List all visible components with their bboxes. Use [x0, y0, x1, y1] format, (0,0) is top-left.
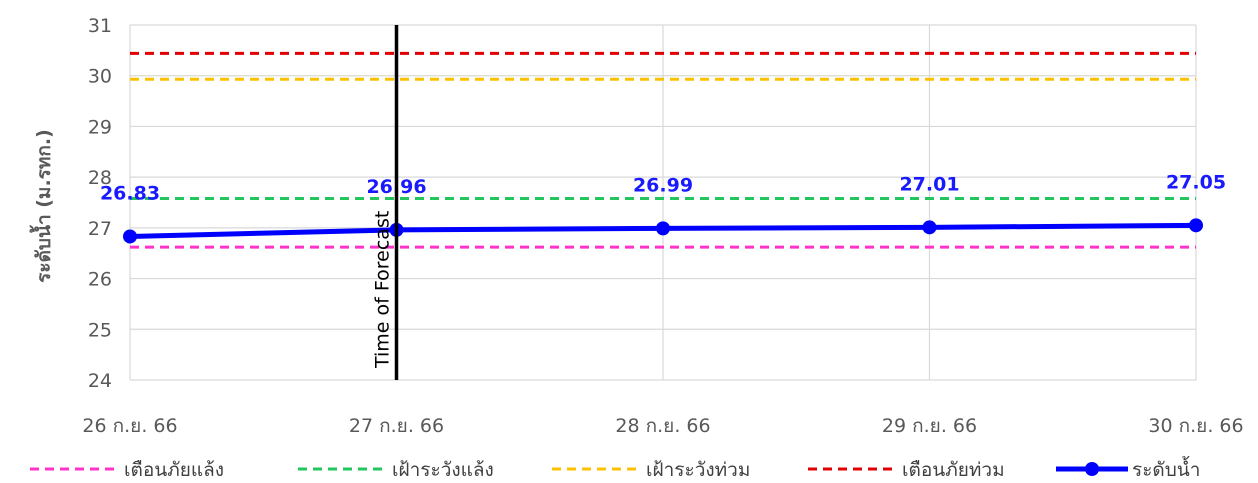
- forecast-label: Time of Forecast: [372, 211, 394, 369]
- y-tick-label: 24: [88, 370, 112, 392]
- data-label: 26.83: [100, 182, 160, 204]
- y-tick-label: 26: [88, 269, 112, 291]
- legend-label: เตือนภัยท่วม: [902, 459, 1005, 481]
- legend: เตือนภัยแล้ง เฝ้าระวังแล้ง เฝ้าระวังท่วม เต…: [30, 456, 1200, 481]
- legend-marker: [1085, 462, 1099, 476]
- water-level-point: [656, 221, 670, 236]
- water-level-point: [123, 229, 137, 244]
- y-tick-label: 28: [88, 167, 112, 189]
- grid: [129, 24, 1197, 381]
- legend-label: เฝ้าระวังท่วม: [646, 459, 750, 481]
- y-tick-label: 25: [88, 319, 112, 341]
- water-level-point: [1189, 218, 1203, 233]
- x-tick-label: 26 ก.ย. 66: [82, 415, 177, 437]
- y-tick-label: 30: [88, 66, 112, 88]
- annotation-layer: Time of Forecast: [372, 25, 399, 380]
- x-tick-label: 30 ก.ย. 66: [1148, 415, 1243, 437]
- data-label: 26.99: [633, 174, 693, 196]
- x-tick-label: 29 ก.ย. 66: [882, 415, 977, 437]
- water-level-point: [922, 220, 937, 235]
- x-axis-ticks: 26 ก.ย. 66 27 ก.ย. 66 28 ก.ย. 66 29 ก.ย. 66…: [82, 415, 1243, 437]
- y-tick-label: 31: [88, 15, 112, 37]
- x-tick-label: 28 ก.ย. 66: [615, 415, 710, 437]
- y-axis-ticks: 24 25 26 27 28 29 30 31: [88, 15, 112, 392]
- y-tick-label: 29: [88, 116, 112, 138]
- legend-label: เตือนภัยแล้ง: [124, 459, 224, 481]
- x-tick-label: 27 ก.ย. 66: [349, 415, 444, 437]
- data-label: 27.05: [1166, 171, 1226, 193]
- legend-label: เฝ้าระวังแล้ง: [392, 459, 494, 481]
- y-axis-label: ระดับน้ำ (ม.รทก.): [29, 129, 55, 283]
- data-label: 27.01: [899, 173, 959, 195]
- legend-label: ระดับน้ำ: [1132, 456, 1200, 481]
- y-tick-label: 27: [88, 218, 112, 240]
